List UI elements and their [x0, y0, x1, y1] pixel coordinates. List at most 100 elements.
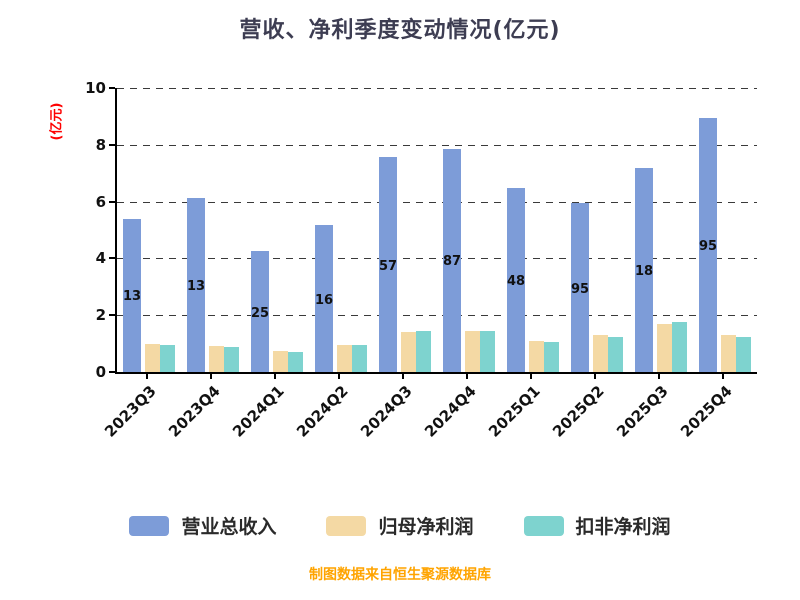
bar-扣非净利润-2023Q3	[160, 345, 175, 372]
y-tick-label: 4	[95, 249, 106, 268]
bar-group-2023Q4: 13	[181, 88, 245, 372]
gridline-y6	[117, 201, 757, 203]
bar-扣非净利润-2025Q2	[608, 336, 623, 372]
bar-value-label: 95	[698, 238, 718, 254]
gridline-y4	[117, 258, 757, 260]
bar-扣非净利润-2025Q3	[672, 322, 687, 372]
x-tick-mark	[466, 374, 468, 379]
x-tick-label: 2025Q2	[549, 382, 608, 441]
bar-value-label: 48	[506, 273, 526, 289]
source-caption: 制图数据来自恒生聚源数据库	[309, 567, 491, 583]
bar-营业总收入-2023Q4	[187, 197, 205, 372]
bar-value-label: 87	[442, 254, 462, 270]
legend-item-归母净利润: 归母净利润	[326, 512, 474, 539]
bar-归母净利润-2025Q1	[529, 340, 544, 372]
x-tick-mark	[594, 374, 596, 379]
bar-value-label: 18	[634, 264, 654, 280]
x-tick-mark	[722, 374, 724, 379]
legend-item-扣非净利润: 扣非净利润	[523, 512, 671, 539]
x-tick-label: 2024Q3	[357, 382, 416, 441]
gridline-y8	[117, 144, 757, 146]
bar-营业总收入-2025Q2	[571, 203, 589, 372]
bar-value-label: 13	[186, 278, 206, 294]
legend-label: 归母净利润	[378, 516, 474, 538]
bar-group-2024Q1: 25	[245, 88, 309, 372]
chart-title: 营收、净利季度变动情况(亿元)	[239, 18, 561, 43]
bar-归母净利润-2023Q4	[209, 346, 224, 372]
x-tick-label: 2025Q4	[677, 382, 736, 441]
legend-label: 扣非净利润	[575, 516, 671, 538]
bar-value-label: 16	[314, 292, 334, 308]
bar-归母净利润-2025Q4	[721, 335, 736, 372]
x-tick-label: 2025Q3	[613, 382, 672, 441]
bar-归母净利润-2024Q3	[401, 332, 416, 372]
bar-营业总收入-2025Q3	[635, 168, 653, 372]
bar-扣非净利润-2024Q2	[352, 345, 367, 372]
bar-group-2023Q3: 13	[117, 88, 181, 372]
bar-扣非净利润-2024Q3	[416, 330, 431, 372]
bar-归母净利润-2025Q3	[657, 323, 672, 372]
y-tick-mark	[109, 371, 115, 373]
bar-扣非净利润-2024Q4	[480, 330, 495, 372]
legend-swatch	[129, 515, 170, 536]
x-tick-mark	[210, 374, 212, 379]
gridline-y10	[117, 88, 757, 89]
legend-swatch	[326, 515, 367, 536]
bar-扣非净利润-2024Q1	[288, 352, 303, 372]
bar-营业总收入-2024Q1	[251, 251, 269, 372]
y-tick-label: 6	[95, 192, 106, 211]
x-tick-mark	[402, 374, 404, 379]
y-tick-label: 10	[85, 79, 106, 97]
legend-item-营业总收入: 营业总收入	[129, 512, 276, 539]
x-tick-mark	[530, 374, 532, 379]
bar-value-label: 13	[122, 289, 142, 305]
y-tick-label: 8	[95, 135, 106, 154]
plot-area: 13 13 25 16 57 87 48 95 18 95	[115, 88, 757, 374]
bar-group-2025Q4: 95	[693, 88, 757, 372]
y-tick-label: 2	[95, 306, 106, 325]
y-tick-mark	[109, 200, 115, 203]
bar-group-2024Q3: 57	[373, 88, 437, 372]
bar-营业总收入-2024Q4	[443, 148, 461, 372]
x-tick-mark	[658, 374, 660, 379]
bar-归母净利润-2024Q4	[465, 330, 480, 372]
bar-value-label: 25	[250, 305, 270, 321]
x-tick-mark	[338, 374, 340, 379]
bar-归母净利润-2024Q1	[273, 350, 288, 372]
bar-营业总收入-2024Q3	[379, 157, 397, 372]
bar-扣非净利润-2025Q4	[736, 336, 751, 372]
y-tick-mark	[109, 257, 115, 260]
y-tick-mark	[109, 87, 115, 89]
x-tick-mark	[274, 374, 276, 379]
bar-group-2024Q4: 87	[437, 88, 501, 372]
bar-group-2025Q2: 95	[565, 88, 629, 372]
bar-value-label: 57	[378, 258, 398, 274]
bar-value-label: 95	[570, 281, 590, 297]
legend-swatch	[523, 515, 564, 536]
bar-归母净利润-2024Q2	[337, 345, 352, 372]
bar-group-2024Q2: 16	[309, 88, 373, 372]
legend: 营业总收入 归母净利润 扣非净利润	[0, 512, 800, 539]
y-tick-mark	[109, 314, 115, 317]
x-tick-label: 2024Q2	[293, 382, 352, 441]
bar-归母净利润-2025Q2	[593, 335, 608, 372]
bar-营业总收入-2025Q1	[507, 187, 525, 372]
bar-营业总收入-2023Q3	[123, 218, 141, 372]
bar-group-2025Q1: 48	[501, 88, 565, 372]
x-tick-label: 2023Q4	[165, 382, 224, 441]
gridline-y2	[117, 315, 757, 317]
bar-group-2025Q3: 18	[629, 88, 693, 372]
y-tick-label: 0	[95, 363, 106, 381]
y-tick-mark	[109, 143, 115, 146]
x-tick-label: 2025Q1	[485, 382, 544, 441]
x-tick-label: 2023Q3	[101, 382, 160, 441]
x-tick-mark	[146, 374, 148, 379]
bar-扣非净利润-2023Q4	[224, 347, 239, 372]
bar-营业总收入-2025Q4	[699, 117, 717, 372]
x-tick-label: 2024Q1	[229, 382, 288, 441]
x-tick-label: 2024Q4	[421, 382, 480, 441]
bar-扣非净利润-2025Q1	[544, 342, 559, 372]
bar-归母净利润-2023Q3	[145, 343, 160, 372]
